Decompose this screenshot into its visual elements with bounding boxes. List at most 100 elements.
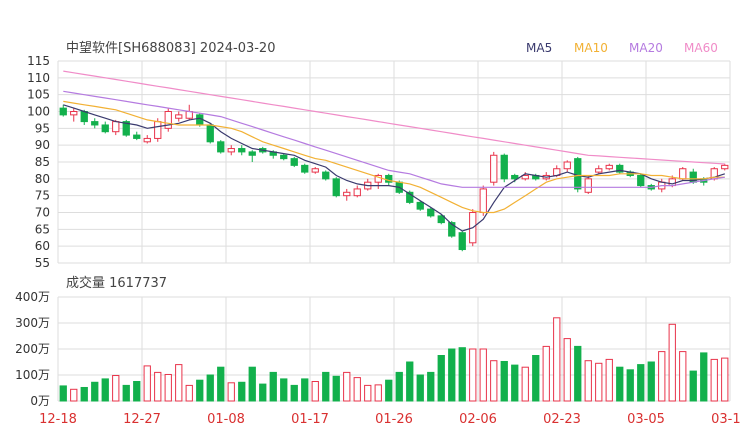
y-tick-label: 110 (27, 71, 50, 85)
y-tick-label: 90 (35, 138, 50, 152)
candle (164, 108, 172, 132)
candle (311, 167, 319, 174)
candle (458, 231, 466, 252)
volume-bars (59, 317, 729, 402)
candle-body (322, 171, 330, 180)
volume-bar (353, 377, 361, 402)
candle-body (301, 164, 309, 173)
volume-bar (290, 384, 298, 402)
y-tick-label: 100 (27, 105, 50, 119)
volume-bar (458, 347, 466, 402)
candle (301, 163, 309, 174)
candle-body (280, 154, 288, 160)
candle (227, 145, 235, 156)
y-tick-label: 105 (27, 88, 50, 102)
candle-body (238, 148, 246, 153)
candle-body (122, 121, 130, 136)
candle (238, 145, 246, 156)
candle (406, 190, 414, 205)
candle-body (290, 158, 298, 166)
candle-body (563, 161, 571, 170)
volume-bar (584, 360, 592, 402)
volume-bar (637, 364, 645, 402)
candle-body (416, 201, 424, 210)
volume-bar (301, 378, 309, 402)
y-tick-label: 70 (35, 206, 50, 220)
y-tick-label: 400万 (15, 290, 50, 304)
x-tick-label: 01-17 (291, 412, 329, 427)
candle (217, 140, 225, 154)
volume-bar (322, 371, 330, 402)
candle-body (143, 137, 151, 143)
candle-body (374, 174, 382, 183)
volume-bar (133, 381, 141, 402)
candle (595, 165, 603, 174)
candle (70, 108, 78, 122)
candle-body (679, 168, 687, 180)
candle (143, 135, 151, 144)
volume-bar (91, 381, 99, 402)
candle (637, 173, 645, 188)
legend-ma10: MA10 (574, 41, 608, 55)
candle-body (332, 178, 340, 197)
candle (133, 131, 141, 141)
candle-body (227, 148, 235, 153)
candle (584, 175, 592, 194)
volume-bar (332, 375, 340, 402)
volume-bar (364, 384, 372, 402)
volume-y-axis: 0万 100万 200万 300万 400万 (15, 290, 50, 408)
volume-bar (490, 360, 498, 402)
candle (563, 160, 571, 173)
candle-body (248, 151, 256, 156)
volume-bar (185, 384, 193, 402)
y-tick-label: 60 (35, 239, 50, 253)
volume-bar (175, 364, 183, 402)
candle-body (406, 191, 414, 203)
ma-line-ma20 (63, 90, 725, 188)
candle (374, 173, 382, 189)
volume-bar (689, 370, 697, 402)
candle-body (721, 164, 729, 170)
candle (574, 156, 582, 193)
volume-bar (101, 378, 109, 402)
volume-bar (416, 374, 424, 402)
volume-bar (437, 355, 445, 402)
candle-body (574, 158, 582, 190)
candle-body (448, 222, 456, 237)
candle (616, 163, 624, 174)
volume-label: 成交量 1617737 (66, 275, 167, 291)
candle-body (311, 168, 319, 173)
kline-grid (57, 60, 731, 264)
candle (721, 163, 729, 171)
volume-bar (238, 381, 246, 402)
candle (175, 111, 183, 122)
y-tick-label: 75 (35, 189, 50, 203)
x-tick-label: 03-14 (711, 412, 740, 427)
date-axis: 12-18 12-27 01-08 01-17 01-26 02-06 02-23 03-05… (39, 412, 740, 427)
candle (59, 104, 67, 117)
volume-bar (479, 348, 487, 402)
candle (353, 185, 361, 198)
candle-body (616, 164, 624, 173)
volume-bar (343, 371, 351, 402)
volume-bar (605, 358, 613, 402)
candle (416, 200, 424, 211)
volume-bar (259, 383, 267, 402)
volume-bar (154, 371, 162, 402)
volume-bar (469, 348, 477, 402)
candle-body (206, 124, 214, 143)
candle-body (605, 164, 613, 170)
volume-bar (248, 366, 256, 402)
candle-body (458, 232, 466, 251)
volume-bar (679, 351, 687, 402)
volume-bar (647, 361, 655, 402)
candle (385, 173, 393, 186)
candle (437, 214, 445, 225)
candle-body (637, 174, 645, 187)
candle-body (427, 208, 435, 217)
y-tick-label: 85 (35, 155, 50, 169)
volume-bar (553, 317, 561, 402)
ma-legend: MA5 MA10 MA20 MA60 (526, 41, 718, 55)
y-tick-label: 95 (35, 121, 50, 135)
volume-bar (721, 357, 729, 402)
